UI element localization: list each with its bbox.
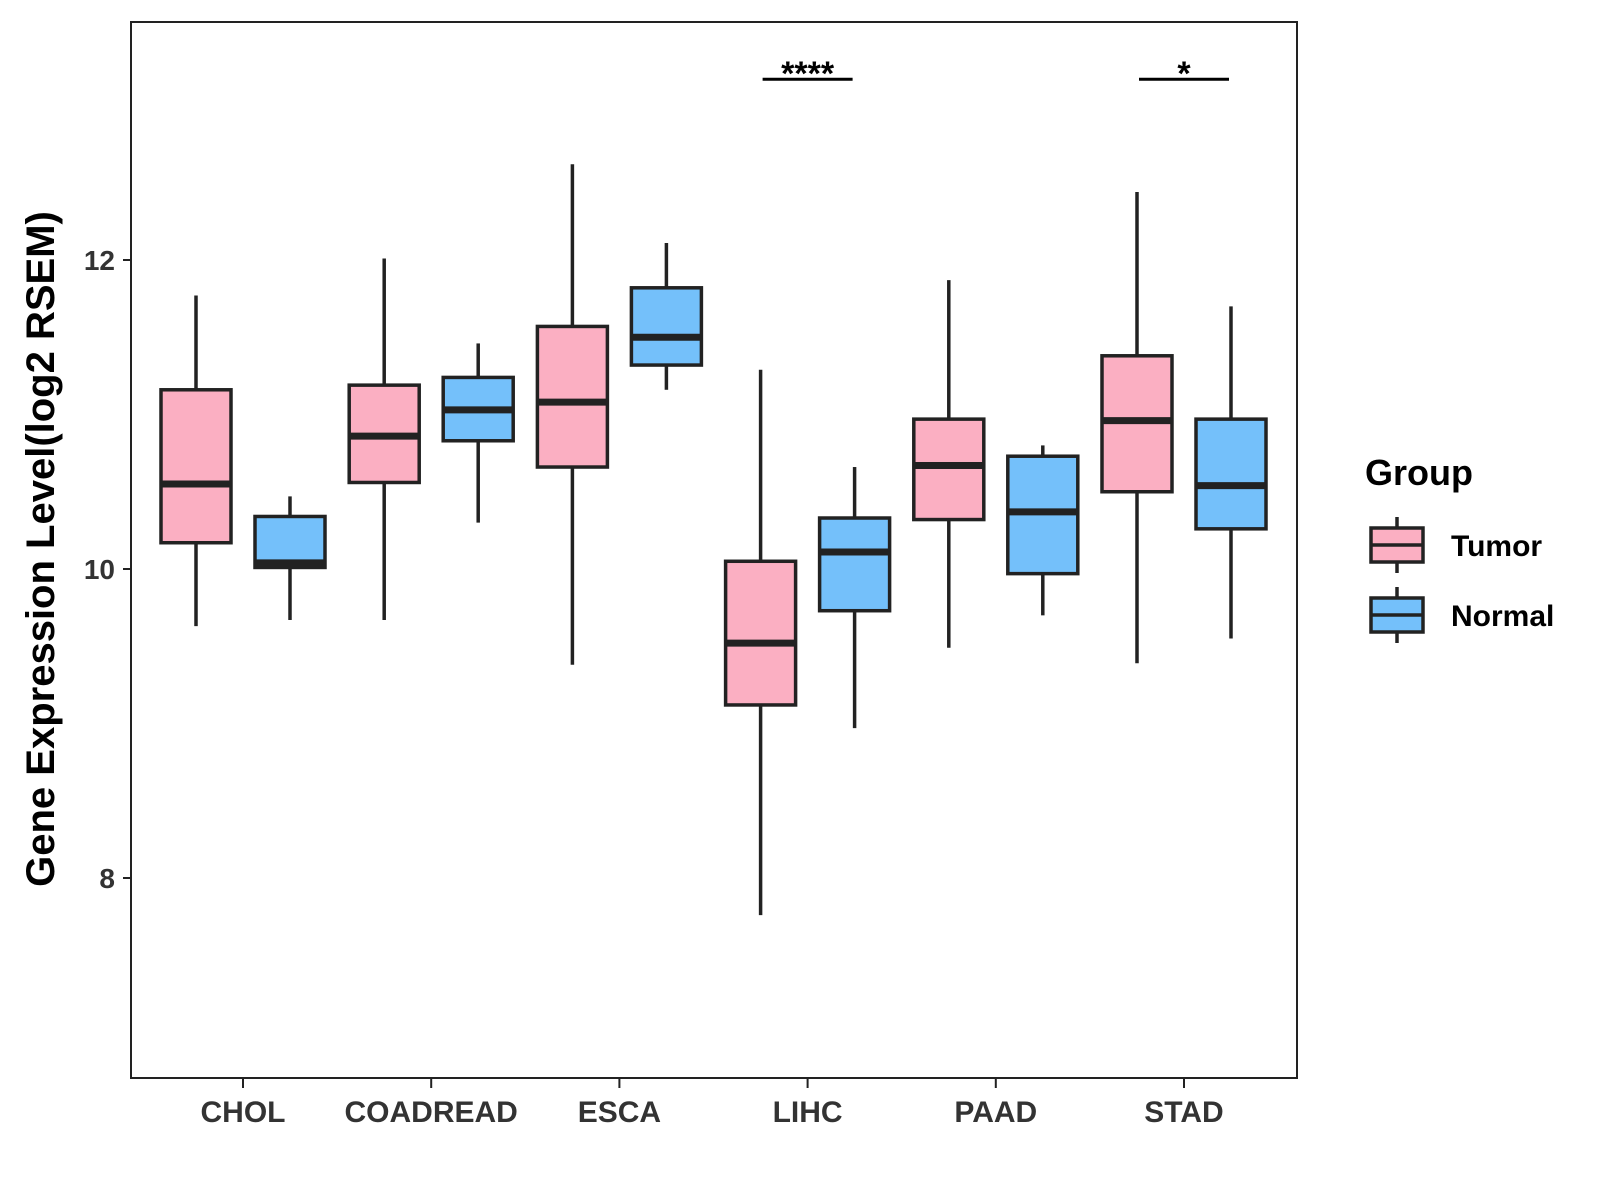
legend-item-normal: Normal	[1369, 587, 1554, 643]
significance-label: *	[1177, 55, 1191, 93]
x-tick-label: ESCA	[578, 1096, 661, 1129]
box-iqr	[535, 324, 610, 469]
x-tick-label: CHOL	[201, 1096, 286, 1129]
box-lihc-normal	[817, 467, 892, 729]
box-stad-normal	[1194, 306, 1268, 639]
significance-layer: **** *	[762, 55, 1229, 93]
x-tick-label: LIHC	[773, 1096, 843, 1129]
legend-item-tumor: Tumor	[1369, 517, 1542, 573]
y-tick-label: 12	[84, 245, 115, 276]
box-paad-normal	[1006, 445, 1080, 616]
box-iqr	[253, 514, 327, 570]
box-chol-normal	[253, 496, 327, 620]
box-esca-tumor	[535, 164, 610, 665]
y-tick-label: 8	[99, 863, 115, 894]
legend-label: Normal	[1451, 600, 1554, 633]
box-esca-normal	[629, 243, 704, 390]
box-chol-tumor	[159, 295, 233, 627]
y-tick-label: 10	[84, 554, 115, 585]
box-iqr	[159, 388, 233, 545]
legend-label: Tumor	[1451, 530, 1542, 563]
box-iqr	[723, 559, 798, 707]
box-iqr	[629, 286, 704, 367]
boxes-layer	[159, 164, 1268, 916]
box-paad-tumor	[912, 280, 986, 648]
box-iqr	[817, 516, 892, 613]
box-coadread-tumor	[347, 258, 421, 620]
x-tick-label: PAAD	[954, 1096, 1037, 1129]
x-tick-label: COADREAD	[345, 1096, 518, 1129]
x-tick-label: STAD	[1144, 1096, 1223, 1129]
legend: Group Tumor Normal	[1365, 452, 1554, 643]
significance-label: ****	[781, 55, 835, 93]
box-lihc-tumor	[723, 369, 798, 916]
legend-title: Group	[1365, 452, 1473, 493]
box-coadread-normal	[441, 343, 515, 523]
y-axis-label: Gene Expression Level(log2 RSEM)	[19, 211, 63, 887]
box-iqr	[1194, 417, 1268, 531]
axis-layer: 8 10 12 CHOL COADREAD ESCA LIHC PAAD STAD	[84, 245, 1224, 1129]
box-stad-tumor	[1100, 192, 1174, 664]
box-iqr	[912, 417, 986, 522]
